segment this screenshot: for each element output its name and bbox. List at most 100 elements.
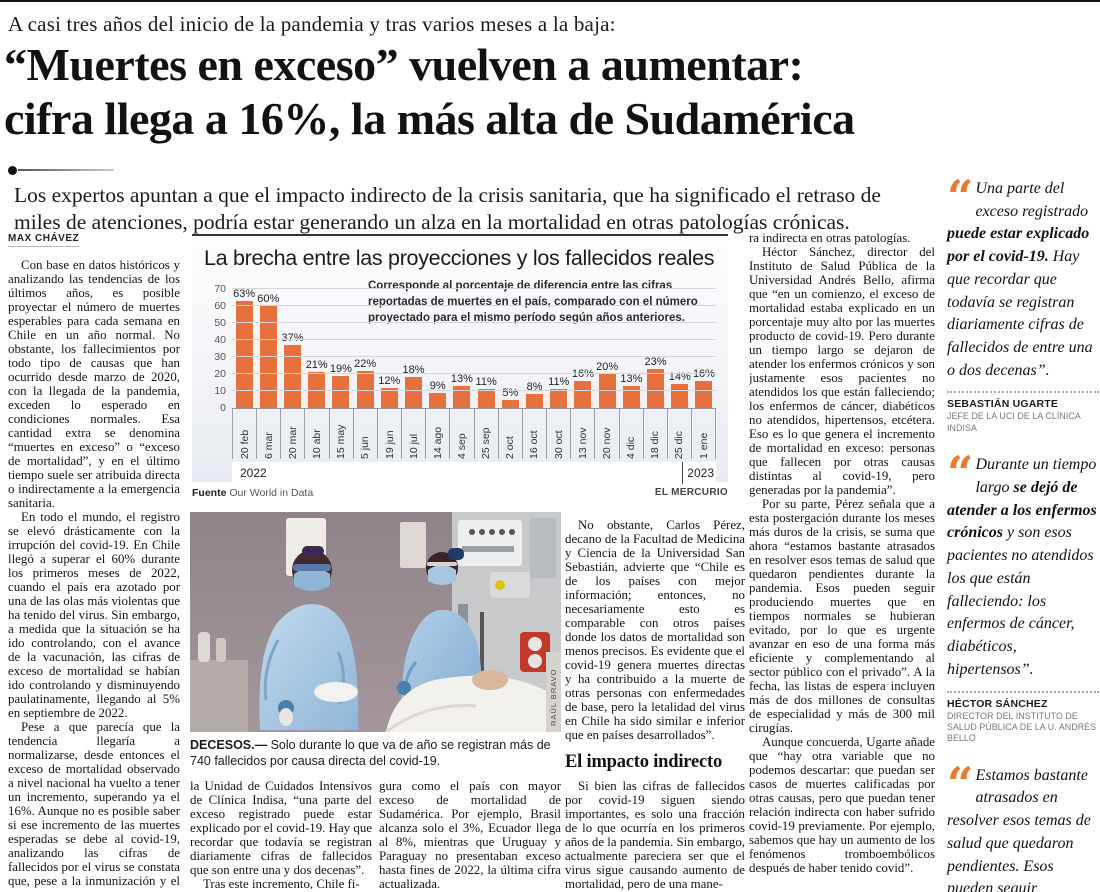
bar-slot: 12% (377, 375, 401, 408)
paragraph: ra indirecta en otras patologías. (749, 231, 911, 245)
bar-slot: 19% (329, 363, 353, 408)
pull-quote: “Durante un tiempo largo se dejó de aten… (947, 451, 1099, 744)
bar (647, 368, 665, 408)
x-tick: 10 jul (402, 409, 427, 459)
pull-quote-text: “Estamos bastante atrasados en resolver … (947, 756, 1099, 892)
bar-slot: 21% (305, 359, 329, 408)
quote-author-role: DIRECTOR DEL INSTITUTO DE SALUD PÚBLICA … (947, 710, 1097, 744)
byline: MAX CHÁVEZ (8, 233, 80, 247)
paragraph: En todo el mundo, el registro se elevó d… (8, 510, 180, 720)
x-tick-label: 1 ene (697, 432, 710, 459)
y-axis-label: 60 (214, 300, 226, 312)
chart-plot-area: Corresponde al porcentaje de diferencia … (214, 275, 716, 414)
paragraph: Con base en datos históricos y analizand… (8, 258, 180, 510)
bar-slot: 23% (643, 356, 667, 408)
bar (332, 375, 350, 408)
x-tick: 2 oct (499, 409, 523, 459)
bar-value-label: 14% (668, 371, 691, 384)
bar (405, 377, 423, 408)
photo-caption: DECESOS.— Solo durante lo que va de año … (190, 737, 562, 770)
y-axis-label: 0 (220, 402, 226, 414)
chart-card: La brecha entre las proyecciones y los f… (192, 234, 728, 484)
bar (453, 385, 471, 408)
x-tick: 20 nov (595, 409, 620, 459)
bar-value-label: 18% (402, 364, 425, 377)
bar (284, 345, 301, 408)
bar-value-label: 13% (450, 372, 473, 385)
bar (598, 374, 616, 408)
bar-value-label: 12% (378, 374, 401, 387)
x-tick: 13 nov (571, 409, 596, 459)
x-tick-label: 25 dic (673, 430, 686, 459)
chart-x-axis: 20 feb 6 mar 20 mar 10 abr 15 may 5 jun 19 jun… (232, 409, 717, 459)
gridline (232, 356, 716, 357)
paragraph: Aunque concuerda, Ugarte añade que “hay … (749, 735, 935, 875)
bar (380, 387, 398, 408)
x-tick-label: 5 jun (359, 436, 372, 459)
y-axis-label: 20 (214, 368, 226, 380)
bar-slot: 37% (280, 332, 304, 408)
chart-credit: EL MERCURIO (654, 487, 728, 498)
col4-paragraph-2: Si bien las cifras de fallecidos por cov… (565, 779, 745, 890)
icu-photo: RAÚL BRAVO (190, 512, 561, 732)
photo-credit: RAÚL BRAVO (549, 668, 558, 726)
section-subhead: El impacto indirecto (565, 752, 723, 772)
quote-icon: “ (947, 170, 974, 224)
body-column-2: la Unidad de Cuidados Intensivos de Clín… (190, 779, 372, 889)
x-tick-label: 6 mar (262, 432, 275, 459)
bar-slot: 8% (522, 381, 546, 408)
x-tick: 25 sep (475, 409, 499, 459)
chart-year-band: 2022 2023 (232, 462, 716, 484)
y-axis-label: 30 (214, 351, 226, 363)
excess-deaths-chart: La brecha entre las proyecciones y los f… (192, 234, 728, 502)
x-tick: 1 ene (692, 409, 717, 459)
x-tick-label: 20 mar (286, 426, 299, 459)
x-tick: 6 mar (257, 409, 282, 459)
x-tick-label: 19 jun (383, 430, 396, 459)
y-axis-label: 50 (214, 317, 226, 329)
pull-quote-text: “Una parte del exceso registrado puede e… (947, 170, 1099, 382)
quote-segment: Estamos bastante atrasados en resolver e… (947, 766, 1091, 892)
x-tick: 10 abr (305, 409, 330, 459)
x-tick-label: 16 oct (528, 430, 541, 459)
bar-value-label: 9% (429, 379, 446, 392)
pull-quote: “Estamos bastante atrasados en resolver … (947, 756, 1099, 892)
quote-icon: “ (947, 756, 974, 811)
bar-slot: 22% (353, 358, 377, 408)
x-tick-label: 18 dic (649, 430, 662, 459)
bar (671, 384, 689, 408)
x-tick-label: 14 ago (431, 426, 444, 459)
kicker: A casi tres años del inicio de la pandem… (8, 12, 616, 36)
bar (695, 380, 713, 408)
bar-value-label: 11% (548, 376, 570, 389)
col4-paragraph-1: No obstante, Carlos Pérez, decano de la … (565, 518, 745, 742)
pull-quote-rail: “Una parte del exceso registrado puede e… (947, 170, 1099, 892)
gridline (232, 339, 716, 340)
paragraph: Héctor Sánchez, director del Instituto d… (749, 245, 935, 497)
gridline (232, 288, 716, 289)
bar-value-label: 5% (502, 386, 519, 399)
bar-slot: 11% (547, 376, 571, 408)
photo-caption-text: Solo durante lo que va de año se registr… (190, 738, 551, 769)
photo-caption-label: DECESOS.— (190, 738, 268, 752)
quote-segment: Una parte del exceso registrado (975, 180, 1089, 220)
chart-source-label: Fuente (192, 487, 227, 499)
bar-value-label: 63% (233, 287, 256, 300)
headline: “Muertes en exceso” vuelven a aumentar: … (4, 38, 1044, 147)
bar-value-label: 23% (644, 355, 667, 368)
quote-author-role: JEFE DE LA UCI DE LA CLÍNICA INDISA (947, 411, 1081, 433)
divider-dot-icon (8, 166, 17, 175)
pull-quote-text: “Durante un tiempo largo se dejó de aten… (947, 451, 1099, 681)
bar (550, 389, 568, 408)
gridline (232, 373, 716, 374)
quote-emphasis: se dejó de atender a los enfermos crónic… (947, 479, 1097, 542)
bar-slot: 9% (426, 380, 450, 408)
bar-slot: 60% (256, 293, 280, 408)
paragraph: Tras este incremento, Chile fi- (203, 877, 360, 889)
gridline (232, 305, 716, 306)
icu-photo-illustration: RAÚL BRAVO (190, 512, 561, 732)
pull-quote: “Una parte del exceso registrado puede e… (947, 170, 1099, 434)
quote-segment: y son esos pacientes no atendidos los qu… (947, 524, 1094, 678)
quote-segment: Durante un tiempo largo (975, 456, 1097, 497)
chart-title: La brecha entre las proyecciones y los f… (204, 246, 715, 270)
